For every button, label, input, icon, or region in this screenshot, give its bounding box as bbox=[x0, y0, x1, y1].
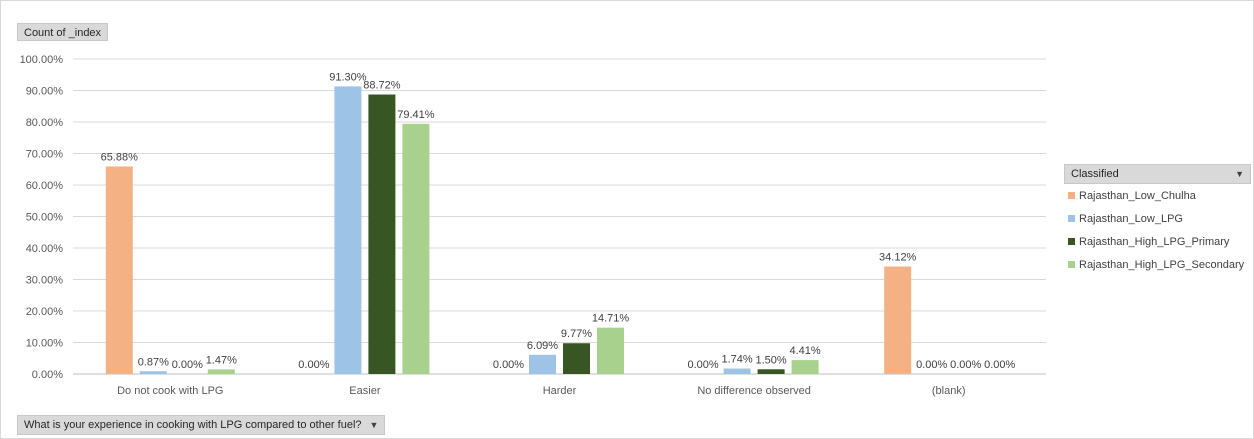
y-tick-label: 40.00% bbox=[26, 243, 64, 255]
y-tick-label: 70.00% bbox=[26, 149, 64, 161]
data-label: 79.41% bbox=[397, 109, 435, 121]
bar bbox=[334, 86, 362, 374]
legend-label: Rajasthan_High_LPG_Secondary bbox=[1079, 258, 1245, 271]
value-field-button[interactable]: Count of _index bbox=[17, 23, 109, 41]
x-category-label: No difference observed bbox=[697, 385, 811, 397]
bar bbox=[597, 327, 624, 374]
data-label: 14.71% bbox=[592, 313, 630, 325]
y-tick-label: 100.00% bbox=[20, 54, 64, 66]
y-tick-label: 80.00% bbox=[26, 117, 64, 129]
bar bbox=[723, 368, 751, 374]
data-label: 0.00% bbox=[493, 359, 524, 371]
legend-swatch-icon bbox=[1068, 192, 1075, 199]
legend-label: Rajasthan_Low_Chulha bbox=[1079, 189, 1196, 202]
x-category-label: Harder bbox=[543, 385, 577, 397]
data-label: 0.00% bbox=[950, 359, 981, 371]
y-tick-label: 0.00% bbox=[32, 369, 63, 381]
data-label: 6.09% bbox=[527, 340, 558, 352]
bar bbox=[757, 369, 785, 374]
legend-item: Rajasthan_Low_LPG bbox=[1064, 207, 1251, 230]
legend-swatch-icon bbox=[1068, 238, 1075, 245]
legend-filter-button[interactable]: Classified ▼ bbox=[1064, 164, 1251, 184]
y-tick-label: 10.00% bbox=[26, 338, 64, 350]
dropdown-arrow-icon: ▼ bbox=[1235, 169, 1244, 179]
bar-chart-plot: 0.00% 10.00% 20.00% 30.00% 40.00% 50.00% 60.00… bbox=[20, 54, 1046, 397]
legend-label: Rajasthan_Low_LPG bbox=[1079, 212, 1183, 225]
data-label: 91.30% bbox=[329, 71, 367, 83]
bar bbox=[402, 123, 430, 375]
legend-swatch-icon bbox=[1068, 261, 1075, 268]
y-tick-label: 50.00% bbox=[26, 212, 64, 224]
x-category-label: (blank) bbox=[932, 385, 966, 397]
data-label: 0.00% bbox=[298, 359, 329, 371]
axis-field-filter-button[interactable]: What is your experience in cooking with … bbox=[17, 415, 386, 435]
bar bbox=[563, 343, 590, 374]
bar bbox=[368, 94, 396, 375]
data-label: 34.12% bbox=[879, 252, 917, 264]
data-label: 88.72% bbox=[363, 80, 401, 92]
bar bbox=[105, 166, 133, 374]
data-label: 1.50% bbox=[755, 354, 786, 366]
y-tick-label: 90.00% bbox=[26, 86, 64, 98]
bar bbox=[529, 354, 556, 374]
y-tick-label: 30.00% bbox=[26, 275, 64, 287]
bar bbox=[884, 266, 912, 374]
legend: Classified ▼ Rajasthan_Low_Chulha Rajast… bbox=[1064, 164, 1251, 276]
x-category-label: Easier bbox=[349, 385, 381, 397]
data-label: 0.00% bbox=[916, 359, 947, 371]
data-label: 0.00% bbox=[172, 359, 203, 371]
x-category-label: Do not cook with LPG bbox=[117, 385, 223, 397]
legend-swatch-icon bbox=[1068, 215, 1075, 222]
data-label: 1.47% bbox=[206, 354, 237, 366]
legend-title: Classified bbox=[1071, 168, 1119, 180]
data-label: 1.74% bbox=[721, 354, 752, 366]
legend-item: Rajasthan_High_LPG_Secondary bbox=[1064, 253, 1251, 276]
y-tick-label: 60.00% bbox=[26, 180, 64, 192]
axis-field-label: What is your experience in cooking with … bbox=[24, 419, 362, 431]
bar bbox=[207, 369, 235, 374]
data-label: 65.88% bbox=[101, 151, 139, 163]
data-label: 0.87% bbox=[138, 356, 169, 368]
bar bbox=[791, 360, 819, 374]
legend-item: Rajasthan_Low_Chulha bbox=[1064, 184, 1251, 207]
data-label: 4.41% bbox=[789, 345, 820, 357]
y-tick-label: 20.00% bbox=[26, 306, 64, 318]
bar bbox=[139, 371, 167, 374]
data-label: 0.00% bbox=[687, 359, 718, 371]
legend-label: Rajasthan_High_LPG_Primary bbox=[1079, 235, 1230, 248]
data-label: 9.77% bbox=[561, 328, 592, 340]
value-field-label: Count of _index bbox=[24, 27, 102, 39]
dropdown-arrow-icon: ▼ bbox=[369, 420, 379, 430]
data-label: 0.00% bbox=[984, 359, 1015, 371]
legend-item: Rajasthan_High_LPG_Primary bbox=[1064, 230, 1251, 253]
